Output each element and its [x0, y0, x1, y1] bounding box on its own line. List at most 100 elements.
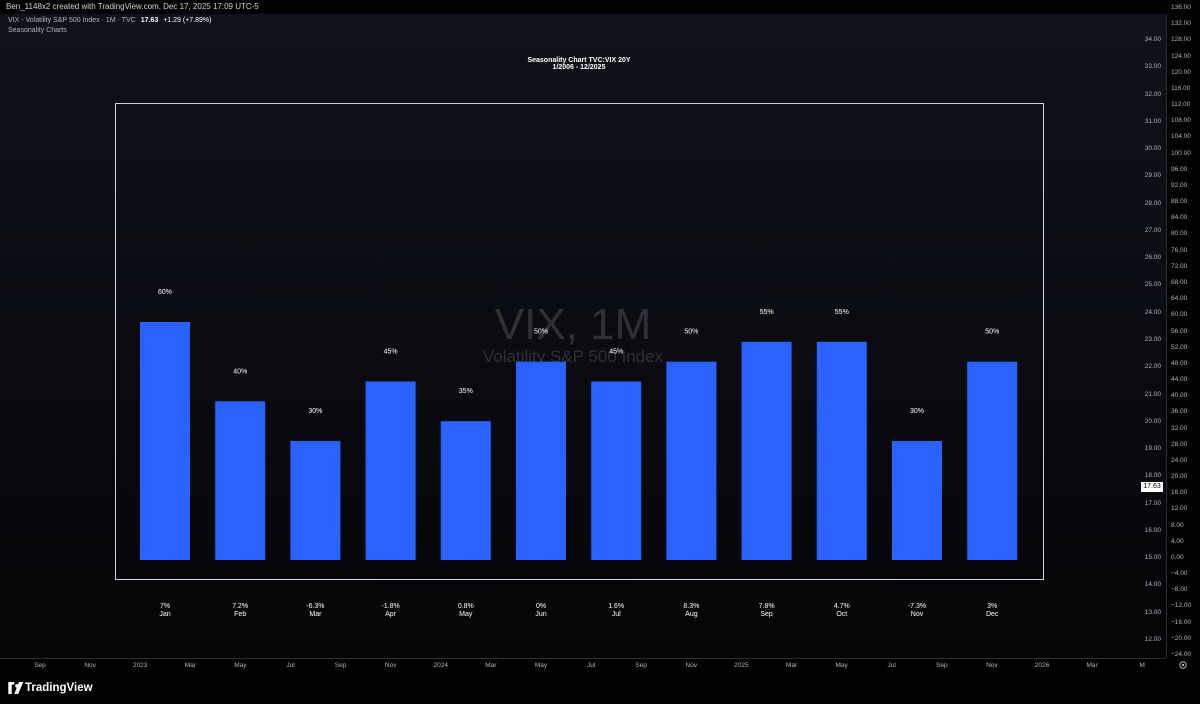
left-price-tick: 32.00 [1144, 90, 1161, 98]
right-price-tick: 56.00 [1171, 327, 1188, 335]
right-price-tick: −24.00 [1171, 651, 1192, 658]
right-price-tick: 116.00 [1171, 84, 1191, 92]
right-price-tick: 44.00 [1171, 376, 1188, 384]
right-price-tick: 24.00 [1171, 456, 1188, 464]
avg-change-label: 0.8% [458, 603, 474, 610]
seasonality-plot: 60% 7%Jan 40% 7.2%Feb 30% -6.3%Mar 45% -1.8%Apr… [115, 103, 1044, 618]
left-price-tick: 24.00 [1144, 308, 1161, 316]
left-price-tick: 26.00 [1144, 254, 1161, 262]
right-price-tick: 96.00 [1171, 165, 1188, 173]
bar-sep [741, 341, 792, 560]
avg-change-label: 3% [987, 603, 997, 610]
right-price-tick: 92.00 [1171, 181, 1188, 189]
right-price-tick: 72.00 [1171, 262, 1188, 270]
right-price-tick: 60.00 [1171, 311, 1188, 319]
right-price-tick: 88.00 [1171, 198, 1188, 206]
bar-value-label: 50% [684, 329, 698, 336]
bar-value-label: 35% [459, 388, 473, 395]
bar-value-label: 40% [233, 368, 247, 375]
time-tick: Jul [887, 662, 896, 669]
month-tick-label: Jul [612, 611, 621, 618]
chart-subtitle: 1/2006 - 12/2025 [552, 64, 606, 71]
bar-aug [666, 361, 717, 560]
time-axis[interactable] [0, 658, 1166, 673]
time-tick: Nov [84, 662, 96, 669]
indicator-legend[interactable]: Seasonality Charts [8, 27, 67, 34]
month-tick-label: Jun [535, 611, 546, 618]
left-price-tick: 33.00 [1144, 63, 1161, 71]
time-tick: May [534, 662, 548, 669]
right-price-tick: 48.00 [1171, 359, 1188, 367]
right-price-tick: −12.00 [1171, 602, 1192, 610]
right-price-tick: 16.00 [1171, 489, 1188, 497]
created-with-text: Ben_1148x2 created with TradingView.com,… [6, 2, 259, 11]
bar-jan [140, 322, 190, 560]
bar-feb [215, 401, 266, 560]
time-tick: 2025 [734, 662, 749, 669]
right-price-tick: 100.00 [1171, 149, 1191, 157]
right-price-tick: 80.00 [1171, 230, 1188, 238]
bar-value-label: 30% [910, 408, 924, 415]
time-tick: Mar [184, 662, 196, 669]
time-tick: Sep [936, 662, 948, 669]
price-scale[interactable] [1167, 14, 1200, 658]
price-change: +1.29 (+7.89%) [163, 17, 212, 24]
left-price-tick: 18.00 [1144, 472, 1161, 480]
right-price-tick: 112.00 [1171, 101, 1191, 109]
right-price-tick: 124.00 [1171, 52, 1191, 60]
left-price-tick: 14.00 [1144, 581, 1161, 589]
time-tick: Sep [34, 662, 46, 669]
left-price-tick: 13.00 [1144, 608, 1161, 616]
bar-value-label: 55% [760, 309, 774, 316]
bar-value-label: 50% [534, 329, 548, 336]
right-price-tick: 64.00 [1171, 295, 1188, 303]
left-price-tick: 17.00 [1144, 499, 1161, 507]
bar-value-label: 30% [308, 408, 322, 415]
time-tick: Mar [785, 662, 798, 669]
month-tick-label: Sep [760, 611, 773, 618]
right-price-tick: −4.00 [1171, 570, 1188, 578]
left-price-tick: 28.00 [1144, 199, 1161, 207]
plot-frame [115, 103, 1044, 580]
right-price-tick: −16.00 [1171, 618, 1192, 626]
avg-change-label: 7.8% [759, 603, 775, 610]
month-tick-label: Apr [385, 611, 397, 618]
chart-title: Seasonality Chart TVC:VIX 20Y [527, 57, 631, 64]
right-price-tick: 8.00 [1171, 521, 1184, 529]
left-price-tick: 34.00 [1144, 36, 1161, 43]
tradingview-logo-icon [8, 682, 24, 694]
symbol-legend[interactable]: VIX - Volatility S&P 500 Index · 1M · TV… [8, 17, 211, 24]
month-tick-label: Oct [836, 611, 847, 618]
bar-value-label: 50% [985, 329, 999, 336]
left-price-tick: 31.00 [1144, 117, 1161, 125]
right-price-tick: 68.00 [1171, 278, 1188, 286]
right-price-tick: 120.00 [1171, 68, 1191, 76]
time-tick: Nov [384, 662, 397, 669]
left-price-tick: 22.00 [1144, 363, 1161, 371]
gear-icon[interactable] [1178, 660, 1188, 670]
right-price-tick: 108.00 [1171, 117, 1191, 125]
right-price-tick: 136.00 [1171, 4, 1191, 11]
right-price-tick: 0.00 [1171, 553, 1184, 561]
symbol-description: VIX - Volatility S&P 500 Index · 1M · TV… [8, 17, 136, 24]
month-tick-label: Mar [309, 611, 322, 618]
time-tick: Nov [685, 662, 698, 669]
right-price-tick: −8.00 [1171, 586, 1188, 594]
time-tick: 2023 [132, 662, 148, 669]
bar-jul [591, 381, 642, 560]
left-price-tick: 23.00 [1144, 336, 1161, 343]
avg-change-label: 7.2% [232, 603, 248, 610]
left-price-tick: 19.00 [1144, 445, 1161, 453]
month-tick-label: Dec [986, 611, 999, 618]
time-tick: Mar [1086, 662, 1098, 669]
month-tick-label: Jan [159, 611, 170, 618]
right-price-tick: 28.00 [1171, 440, 1188, 448]
left-price-tick: 21.00 [1144, 390, 1161, 398]
bar-dec [967, 361, 1018, 560]
right-price-tick: 104.00 [1171, 133, 1191, 141]
bar-value-label: 45% [384, 349, 398, 356]
right-price-tick: 84.00 [1171, 214, 1188, 222]
bar-value-label: 60% [158, 289, 172, 296]
bar-mar [290, 441, 341, 560]
left-price-tick: 15.00 [1144, 554, 1161, 562]
